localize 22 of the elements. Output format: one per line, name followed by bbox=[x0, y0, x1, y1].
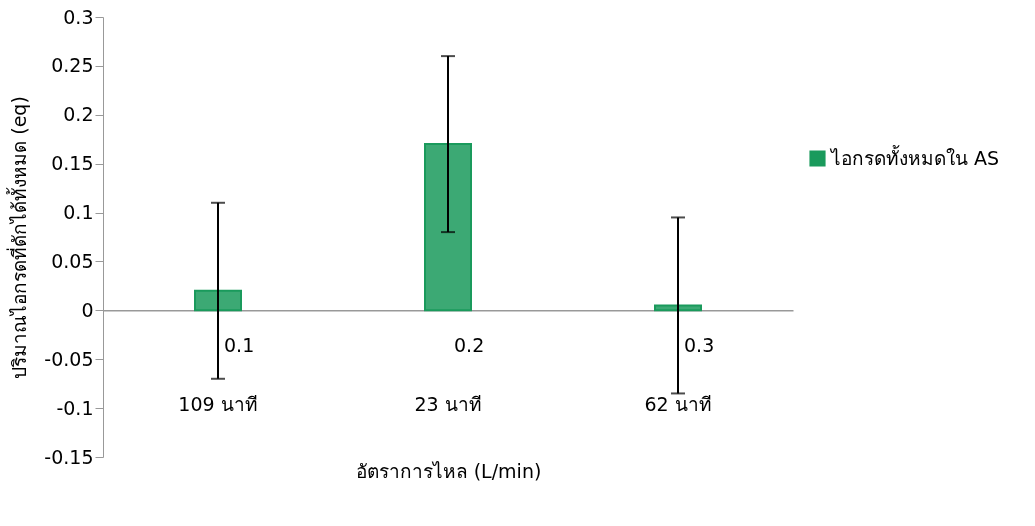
x-axis-title: อัตราการไหล (L/min) bbox=[355, 459, 542, 482]
y-tick-label: 0.05 bbox=[51, 249, 94, 272]
annotation: 62 นาที bbox=[644, 393, 712, 416]
y-tick-label: 0.15 bbox=[51, 152, 94, 175]
y-tick-label: 0.2 bbox=[63, 103, 94, 126]
y-axis-title: ปริมาณไอกรดที่ดักได้ทั้งหมด (eq) bbox=[6, 96, 31, 379]
y-tick-label: 0 bbox=[81, 298, 94, 321]
annotation: 23 นาที bbox=[414, 393, 482, 416]
x-tick-label: 0.1 bbox=[224, 333, 255, 356]
y-tick-label: -0.1 bbox=[56, 396, 94, 419]
y-tick-label: 0.25 bbox=[51, 54, 94, 77]
legend-label: ไอกรดทั้งหมดใน AS bbox=[829, 144, 1000, 169]
annotation: 109 นาที bbox=[178, 393, 258, 416]
y-tick-label: 0.3 bbox=[63, 5, 94, 28]
y-tick-label: -0.15 bbox=[44, 445, 94, 468]
bar bbox=[654, 304, 702, 312]
bar bbox=[424, 143, 472, 312]
y-tick-label: 0.1 bbox=[63, 201, 94, 224]
y-tick-label: -0.05 bbox=[44, 347, 94, 370]
x-tick-label: 0.2 bbox=[454, 333, 485, 356]
x-tick-label: 0.3 bbox=[684, 333, 715, 356]
bar bbox=[194, 289, 242, 312]
